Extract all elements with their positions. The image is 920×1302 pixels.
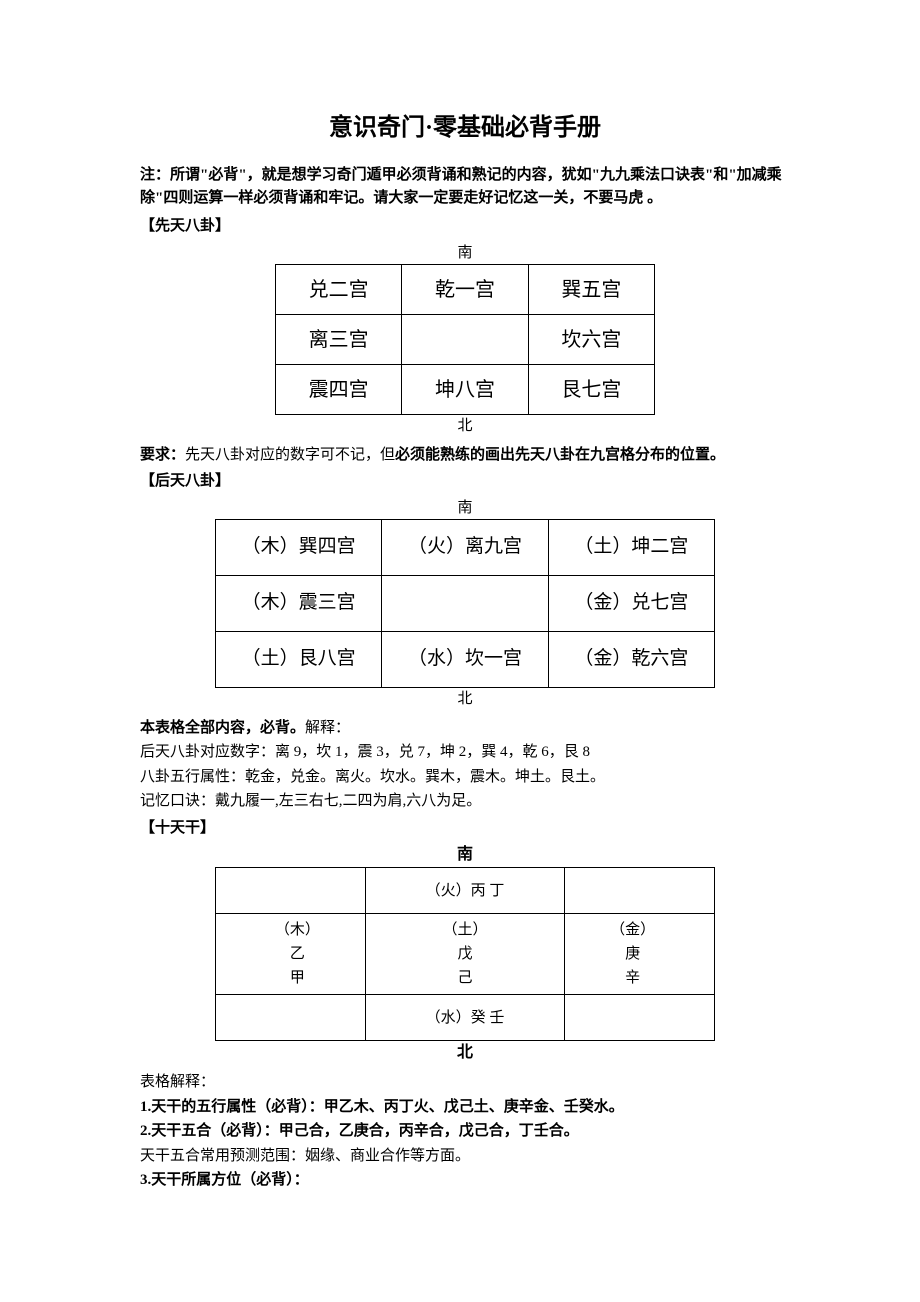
- direction-north-3: 北: [140, 1041, 790, 1065]
- req-2: 本表格全部内容，必背。解释：: [140, 717, 790, 740]
- page-title: 意识奇门·零基础必背手册: [140, 110, 790, 146]
- intro-note: 注：所谓"必背"，就是想学习奇门遁甲必须背诵和熟记的内容，犹如"九九乘法口诀表"…: [140, 164, 790, 209]
- direction-south-2: 南: [140, 497, 790, 520]
- cell: （水）癸 壬: [365, 995, 565, 1041]
- section-xiantian-title: 【先天八卦】: [140, 215, 790, 238]
- cell: 震四宫: [276, 365, 402, 415]
- table-row: 兑二宫 乾一宫 巽五宫: [276, 265, 655, 315]
- cell: （水）坎一宫: [382, 632, 548, 688]
- table-row: （木） 乙 甲 （土） 戊 己 （金） 庚 辛: [216, 914, 715, 995]
- table-row: 震四宫 坤八宫 艮七宫: [276, 365, 655, 415]
- explain-line: 八卦五行属性：乾金，兑金。离火。坎水。巽木，震木。坤土。艮土。: [140, 766, 790, 789]
- direction-north-2: 北: [140, 688, 790, 711]
- direction-north-1: 北: [140, 415, 790, 438]
- point-2-extra: 天干五合常用预测范围：姻缘、商业合作等方面。: [140, 1145, 790, 1168]
- direction-south-1: 南: [140, 242, 790, 265]
- cell-line: （金）: [610, 922, 655, 938]
- cell: 兑二宫: [276, 265, 402, 315]
- req-text-1: 先天八卦对应的数字可不记，但: [185, 447, 395, 463]
- section-tiangan-title: 【十天干】: [140, 817, 790, 840]
- cell-line: 己: [457, 970, 472, 986]
- cell-line: 戊: [457, 946, 472, 962]
- cell-line: 辛: [625, 970, 640, 986]
- table-row: 离三宫 坎六宫: [276, 315, 655, 365]
- cell-line: （木）: [275, 922, 320, 938]
- point-1: 1.天干的五行属性（必背）：甲乙木、丙丁火、戊己土、庚辛金、壬癸水。: [140, 1096, 790, 1119]
- table-row: （水）癸 壬: [216, 995, 715, 1041]
- cell-line: （土）: [442, 922, 487, 938]
- table-row: （火）丙 丁: [216, 868, 715, 914]
- table-row: （土）艮八宫 （水）坎一宫 （金）乾六宫: [216, 632, 715, 688]
- xiantian-bagua-table: 兑二宫 乾一宫 巽五宫 离三宫 坎六宫 震四宫 坤八宫 艮七宫: [275, 264, 655, 415]
- cell-line: 甲: [290, 970, 305, 986]
- houtian-bagua-table: （木）巽四宫 （火）离九宫 （土）坤二宫 （木）震三宫 （金）兑七宫 （土）艮八…: [215, 519, 715, 688]
- cell: （土）艮八宫: [216, 632, 382, 688]
- table-row: （木）震三宫 （金）兑七宫: [216, 576, 715, 632]
- cell-empty: [565, 995, 715, 1041]
- cell: （金） 庚 辛: [565, 914, 715, 995]
- cell: （火）离九宫: [382, 520, 548, 576]
- cell: 乾一宫: [402, 265, 528, 315]
- cell: （土） 戊 己: [365, 914, 565, 995]
- cell-empty: [216, 995, 366, 1041]
- cell: 离三宫: [276, 315, 402, 365]
- cell-empty: [565, 868, 715, 914]
- table-explain-label: 表格解释：: [140, 1071, 790, 1094]
- cell: （金）兑七宫: [548, 576, 714, 632]
- cell-empty: [402, 315, 528, 365]
- tiangan-table: （火）丙 丁 （木） 乙 甲 （土） 戊 己 （金） 庚 辛 （水）癸 壬: [215, 867, 715, 1041]
- req2-suffix: 解释：: [305, 720, 350, 736]
- cell-empty: [216, 868, 366, 914]
- cell: （火）丙 丁: [365, 868, 565, 914]
- req-label: 要求：: [140, 447, 185, 463]
- section-houtian-title: 【后天八卦】: [140, 470, 790, 493]
- houtian-explain: 本表格全部内容，必背。解释： 后天八卦对应数字：离 9，坎 1，震 3，兑 7，…: [140, 717, 790, 813]
- req-text-2: 必须能熟练的画出先天八卦在九宫格分布的位置。: [395, 447, 725, 463]
- direction-south-3: 南: [140, 843, 790, 867]
- cell: （土）坤二宫: [548, 520, 714, 576]
- p2-num: 2.: [140, 1123, 151, 1139]
- point-3: 3.天干所属方位（必背）：: [140, 1169, 790, 1192]
- p3-num: 3.: [140, 1172, 151, 1188]
- table-row: （木）巽四宫 （火）离九宫 （土）坤二宫: [216, 520, 715, 576]
- cell: （木） 乙 甲: [216, 914, 366, 995]
- cell: （木）巽四宫: [216, 520, 382, 576]
- p3-text: 天干所属方位（必背）：: [151, 1172, 309, 1188]
- p1-text: 天干的五行属性（必背）：甲乙木、丙丁火、戊己土、庚辛金、壬癸水。: [151, 1099, 624, 1115]
- tiangan-explain: 表格解释： 1.天干的五行属性（必背）：甲乙木、丙丁火、戊己土、庚辛金、壬癸水。…: [140, 1071, 790, 1192]
- cell-line: 乙: [290, 946, 305, 962]
- cell-empty: [382, 576, 548, 632]
- explain-line: 后天八卦对应数字：离 9，坎 1，震 3，兑 7，坤 2，巽 4，乾 6，艮 8: [140, 741, 790, 764]
- explain-line: 记忆口诀：戴九履一,左三右七,二四为肩,六八为足。: [140, 790, 790, 813]
- cell: 巽五宫: [528, 265, 654, 315]
- p2-text: 天干五合（必背）：甲己合，乙庚合，丙辛合，戊己合，丁壬合。: [151, 1123, 579, 1139]
- point-2: 2.天干五合（必背）：甲己合，乙庚合，丙辛合，戊己合，丁壬合。: [140, 1120, 790, 1143]
- cell: 艮七宫: [528, 365, 654, 415]
- cell-line: 庚: [625, 946, 640, 962]
- cell: （金）乾六宫: [548, 632, 714, 688]
- requirement-1: 要求：先天八卦对应的数字可不记，但必须能熟练的画出先天八卦在九宫格分布的位置。: [140, 444, 790, 467]
- req2-bold: 本表格全部内容，必背。: [140, 720, 305, 736]
- cell: 坎六宫: [528, 315, 654, 365]
- cell: （木）震三宫: [216, 576, 382, 632]
- p1-num: 1.: [140, 1099, 151, 1115]
- cell: 坤八宫: [402, 365, 528, 415]
